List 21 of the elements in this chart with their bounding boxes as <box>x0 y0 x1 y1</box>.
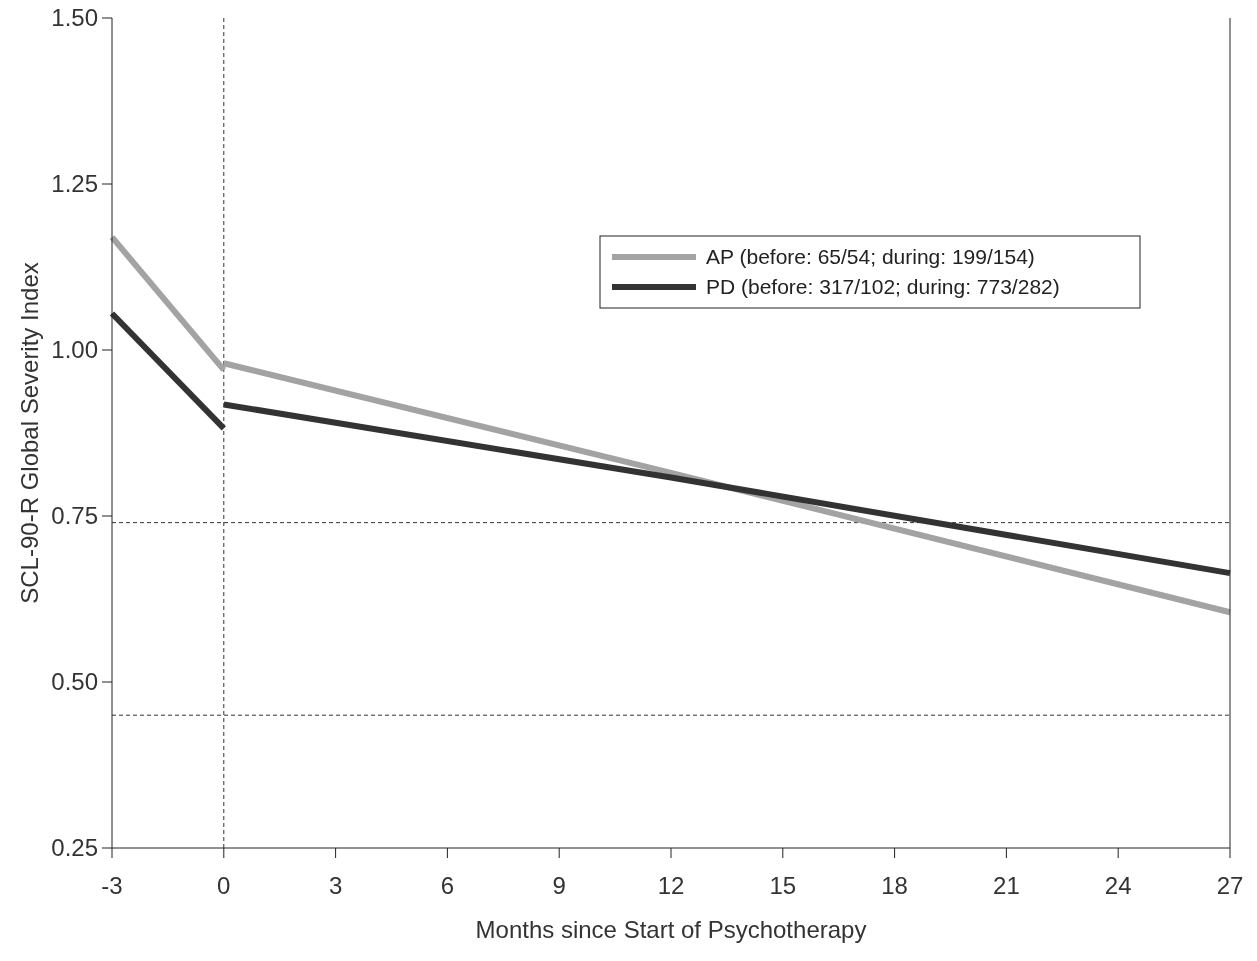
x-tick-label: 12 <box>657 872 685 899</box>
y-tick-label: 1.25 <box>51 170 98 197</box>
x-tick-label: -3 <box>101 872 123 899</box>
y-tick-label: 0.50 <box>51 668 98 695</box>
x-tick-label: 3 <box>328 872 343 899</box>
x-tick-label: 6 <box>440 872 455 899</box>
y-tick-label: 1.00 <box>51 336 98 363</box>
x-axis-title: Months since Start of Psychotherapy <box>475 916 867 943</box>
y-tick-label: 0.75 <box>51 502 98 529</box>
x-tick-label: 24 <box>1104 872 1132 899</box>
x-tick-label: 0 <box>217 872 231 899</box>
x-tick-label: 18 <box>881 872 908 899</box>
legend-label: AP (before: 65/54; during: 199/154) <box>706 245 1035 268</box>
y-tick-label: 0.25 <box>51 834 98 861</box>
x-tick-label: 21 <box>993 872 1020 899</box>
y-axis-title: SCL-90-R Global Severity Index <box>16 262 43 604</box>
x-tick-label: 27 <box>1216 872 1244 899</box>
legend-label: PD (before: 317/102; during: 773/282) <box>706 275 1060 298</box>
y-tick-label: 1.50 <box>51 4 98 31</box>
x-tick-label: 9 <box>552 872 566 899</box>
x-tick-label: 15 <box>769 872 797 899</box>
